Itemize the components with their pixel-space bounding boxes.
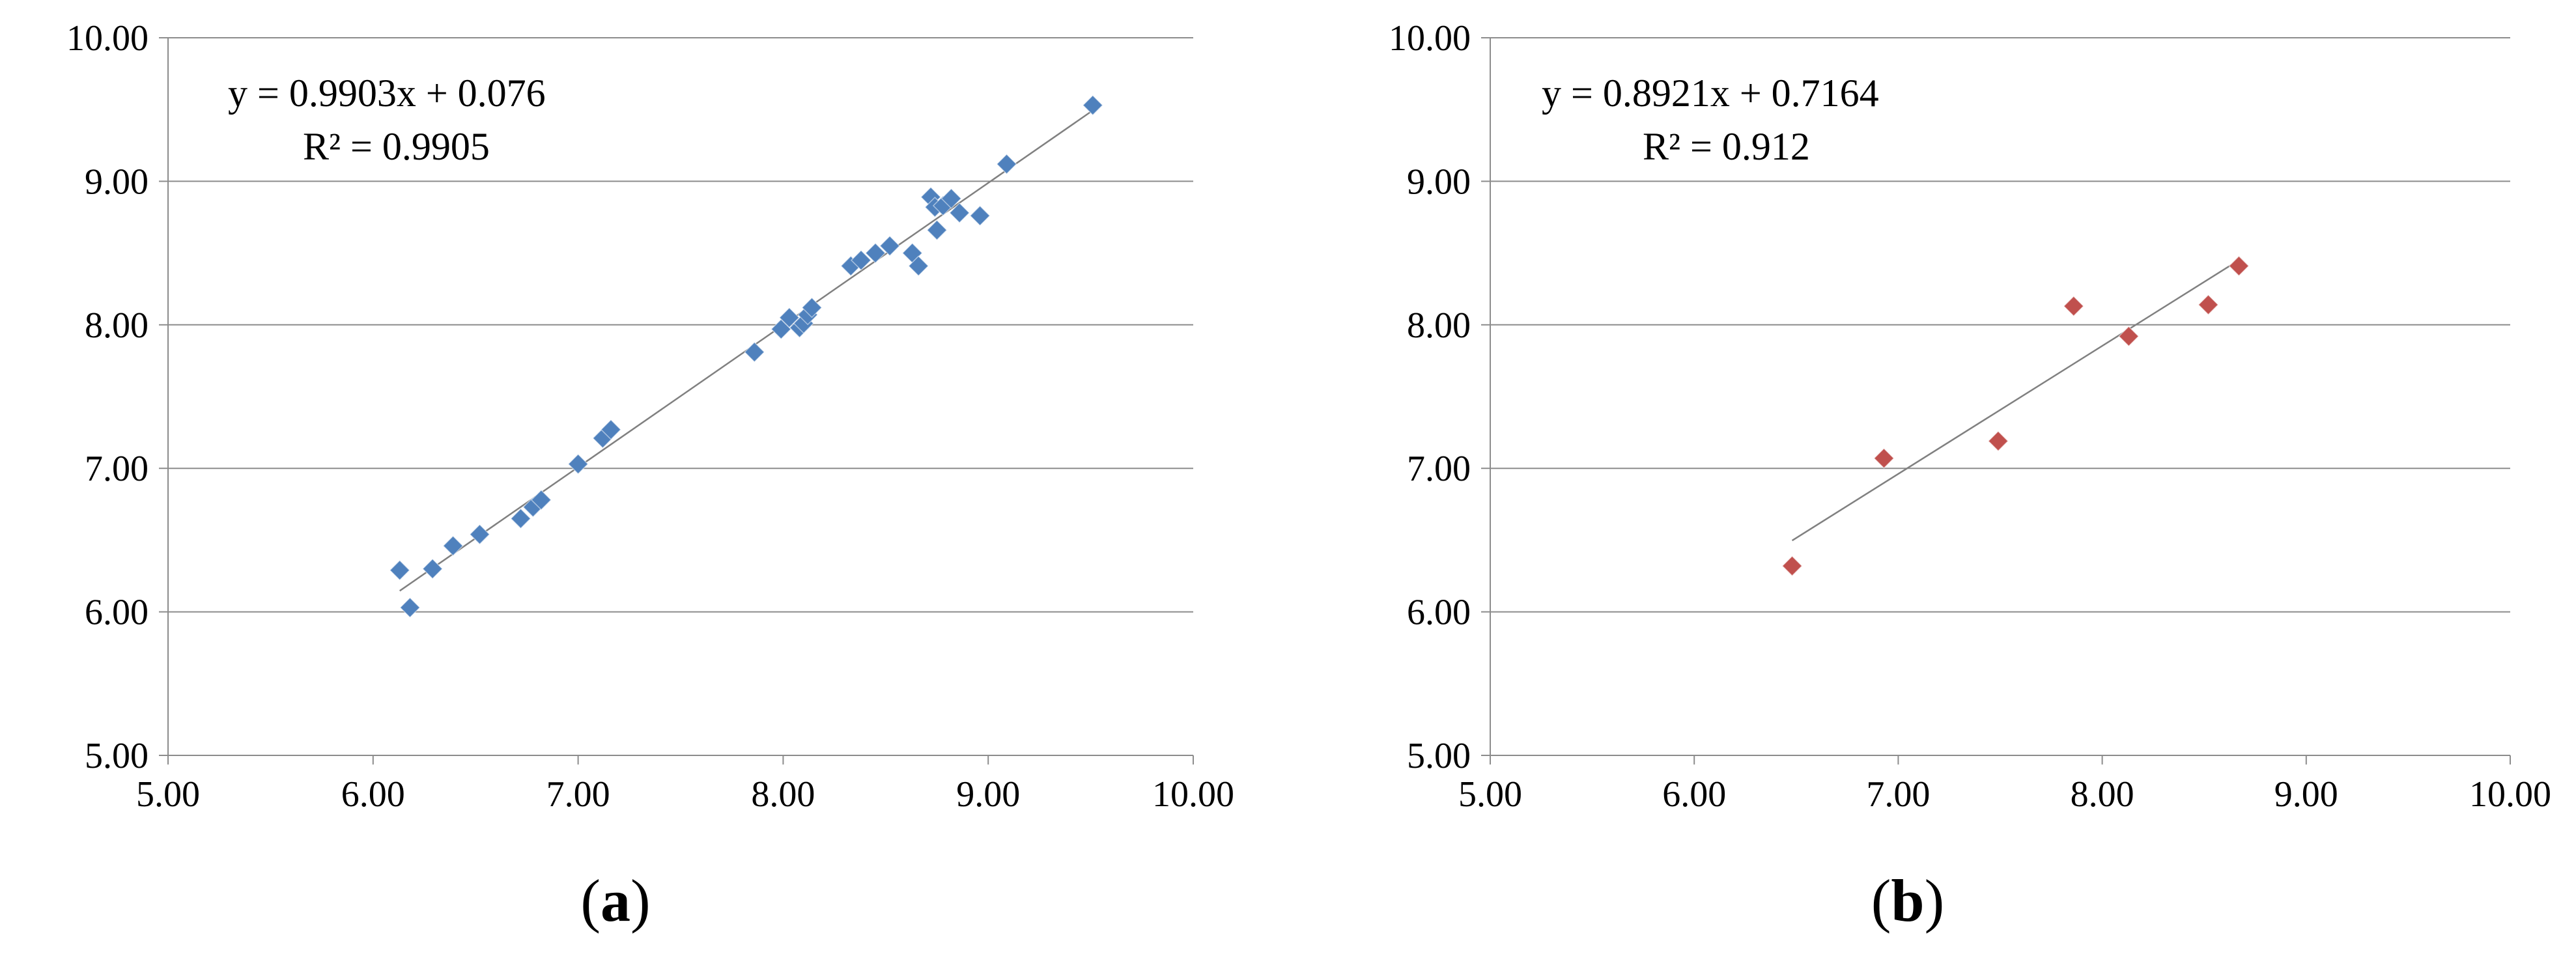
y-tick-label: 7.00 bbox=[85, 449, 149, 489]
data-point bbox=[510, 508, 531, 529]
data-point bbox=[2063, 296, 2084, 317]
y-tick-label: 7.00 bbox=[1407, 449, 1471, 489]
data-point bbox=[567, 453, 589, 475]
trendline-equation: y = 0.9903x + 0.076 bbox=[228, 72, 546, 115]
data-point bbox=[600, 419, 622, 440]
y-tick-label: 8.00 bbox=[1407, 305, 1471, 346]
trendline-equation: y = 0.8921x + 0.7164 bbox=[1542, 72, 1879, 115]
data-point bbox=[1873, 447, 1895, 469]
x-tick-label: 8.00 bbox=[751, 774, 815, 815]
data-point bbox=[926, 219, 948, 241]
panel-label-a: (a) bbox=[580, 867, 651, 934]
data-point bbox=[801, 297, 823, 318]
x-tick-label: 7.00 bbox=[546, 774, 610, 815]
x-tick-label: 9.00 bbox=[2274, 774, 2338, 815]
y-tick-label: 10.00 bbox=[66, 18, 149, 59]
scatter-chart-b: 5.00 6.00 7.00 8.00 9.00 10.00 5.00 6.00 7.00 8.0… bbox=[1288, 0, 2575, 954]
x-tick-label: 7.00 bbox=[1866, 774, 1930, 815]
chart-a-svg: 5.00 6.00 7.00 8.00 9.00 10.00 5.00 6.00 7.00 8.0… bbox=[66, 18, 1234, 815]
x-tick-label: 5.00 bbox=[1458, 774, 1522, 815]
data-point bbox=[422, 558, 444, 580]
x-tick-label: 5.00 bbox=[136, 774, 200, 815]
data-point bbox=[864, 242, 886, 264]
y-tick-label: 6.00 bbox=[1407, 593, 1471, 633]
data-point bbox=[442, 535, 464, 557]
data-point bbox=[1987, 430, 2009, 452]
y-tick-label: 6.00 bbox=[85, 593, 149, 633]
data-point bbox=[389, 559, 410, 581]
data-point bbox=[469, 524, 490, 545]
data-point bbox=[941, 188, 962, 209]
data-point bbox=[2198, 294, 2219, 316]
x-tick-label: 6.00 bbox=[341, 774, 405, 815]
x-tick-label: 9.00 bbox=[956, 774, 1020, 815]
scatter-chart-a: 5.00 6.00 7.00 8.00 9.00 10.00 5.00 6.00 7.00 8.0… bbox=[66, 18, 1234, 934]
data-point bbox=[2228, 255, 2250, 277]
data-point bbox=[996, 153, 1017, 175]
data-point bbox=[969, 205, 991, 227]
data-point bbox=[744, 341, 765, 363]
data-point bbox=[530, 489, 552, 511]
x-tick-label: 6.00 bbox=[1662, 774, 1726, 815]
data-point bbox=[908, 255, 929, 277]
data-point bbox=[399, 596, 421, 619]
data-point bbox=[2118, 326, 2140, 347]
y-tick-label: 5.00 bbox=[1407, 736, 1471, 776]
data-point bbox=[1082, 94, 1103, 116]
r-squared-label: R² = 0.9905 bbox=[303, 125, 490, 168]
x-tick-label: 10.00 bbox=[2469, 774, 2551, 815]
chart-b-svg: 5.00 6.00 7.00 8.00 9.00 10.00 5.00 6.00 7.00 8.0… bbox=[1389, 18, 2551, 815]
panel-label-b: (b) bbox=[1871, 867, 1945, 934]
data-point bbox=[879, 235, 901, 257]
data-point bbox=[949, 202, 970, 223]
x-tick-label: 10.00 bbox=[1152, 774, 1234, 815]
trendline bbox=[1791, 259, 2240, 542]
data-point bbox=[1781, 555, 1803, 577]
y-tick-label: 9.00 bbox=[85, 161, 149, 202]
y-tick-label: 9.00 bbox=[1407, 161, 1471, 202]
data-point bbox=[850, 249, 872, 271]
y-tick-label: 5.00 bbox=[85, 736, 149, 776]
x-tick-label: 8.00 bbox=[2071, 774, 2134, 815]
y-tick-label: 10.00 bbox=[1389, 18, 1471, 59]
y-tick-label: 8.00 bbox=[85, 305, 149, 346]
r-squared-label: R² = 0.912 bbox=[1643, 125, 1810, 168]
